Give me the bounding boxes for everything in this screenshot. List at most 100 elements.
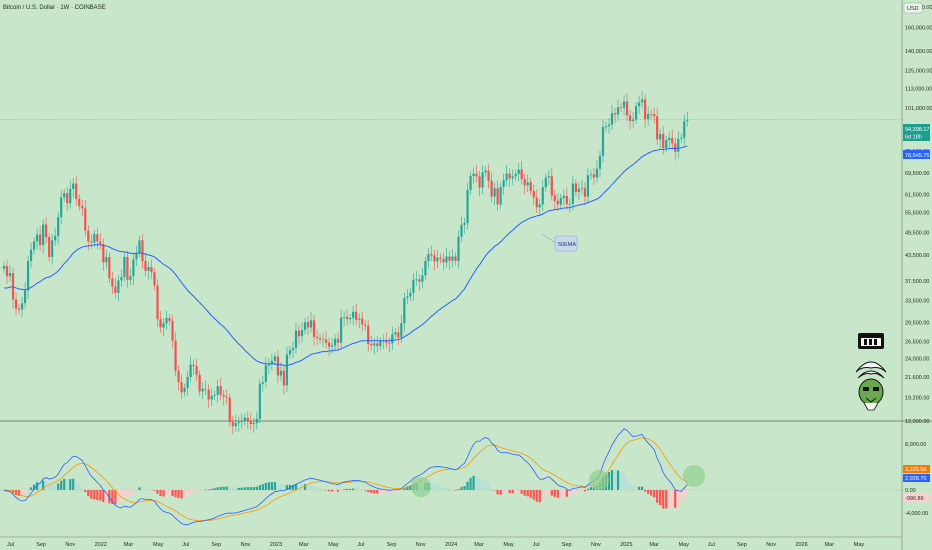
candle: [409, 288, 412, 301]
macd-histogram-bar: [174, 490, 177, 498]
candle: [589, 170, 593, 180]
candle-body: [321, 339, 325, 341]
candle: [57, 211, 60, 245]
macd-histogram-bar: [337, 490, 340, 492]
time-tick-label: 2025: [620, 542, 632, 548]
macd-histogram-bar: [520, 490, 523, 494]
candle: [379, 337, 382, 351]
candle-body: [102, 244, 105, 263]
candle-body: [641, 99, 644, 103]
macd-histogram-bar: [309, 485, 313, 490]
macd-histogram-bar: [132, 490, 135, 493]
candle: [349, 313, 352, 324]
macd-histogram-bar: [478, 478, 481, 490]
macd-histogram-bar: [63, 478, 66, 490]
macd-histogram-bar: [391, 490, 394, 492]
candle-body: [589, 174, 593, 176]
macd-histogram-bar: [29, 487, 33, 490]
candle: [273, 352, 276, 366]
currency-label: USD: [907, 6, 919, 12]
macd-histogram-bar: [54, 485, 57, 490]
price-tick-label: 26,500.00: [905, 339, 929, 345]
candle-body: [613, 113, 617, 115]
candle-body: [210, 395, 213, 400]
macd-histogram-bar: [568, 490, 571, 497]
macd-histogram-bar: [45, 481, 48, 490]
macd-histogram-bar: [129, 490, 132, 496]
ema-annotation[interactable]: 50EMA: [541, 233, 578, 252]
macd-histogram-bar: [379, 490, 382, 494]
macd-histogram-bar: [153, 490, 156, 491]
candle-body: [625, 101, 629, 116]
candle: [243, 413, 246, 426]
candle-body: [427, 254, 430, 262]
time-tick-label: May: [679, 542, 690, 548]
candle: [23, 282, 27, 309]
macd-histogram-bar: [586, 488, 590, 490]
candle: [171, 314, 174, 349]
macd-histogram-bar: [192, 490, 195, 493]
candle-body: [520, 169, 523, 180]
time-tick-label: Mar: [825, 542, 835, 548]
macd-histogram-bar: [625, 477, 629, 490]
candle-body: [291, 348, 295, 351]
candle: [324, 331, 328, 349]
candle: [294, 322, 298, 354]
macd-histogram-bar: [451, 489, 454, 491]
candle-body: [358, 318, 361, 320]
macd-histogram-bar: [683, 490, 686, 498]
macd-histogram-bar: [225, 486, 228, 490]
candle-body: [123, 256, 126, 278]
candle: [619, 102, 623, 113]
candle: [595, 160, 599, 183]
candle: [315, 329, 319, 345]
candle-body: [499, 186, 502, 205]
candle-body: [644, 99, 647, 120]
candle: [138, 235, 141, 258]
candle: [84, 200, 87, 237]
candle: [93, 229, 96, 247]
macd-histogram-bar: [108, 490, 111, 504]
price-tick-label: 113,000.00: [905, 86, 932, 92]
candle: [48, 232, 51, 262]
candle-body: [141, 240, 144, 262]
candle: [604, 121, 608, 132]
macd-cross-highlight-1: [411, 477, 431, 497]
candle-body: [541, 187, 544, 205]
currency-label-box[interactable]: USD: [903, 2, 923, 14]
macd-histogram-bar: [177, 490, 180, 499]
time-tick-label: May: [153, 542, 164, 548]
candle: [580, 179, 584, 195]
chart-title: Bitcoin / U.S. Dollar · 1W · COINBASE: [3, 5, 106, 11]
candle-body: [177, 370, 180, 382]
candle: [517, 163, 520, 182]
candle: [246, 411, 249, 429]
candle: [231, 415, 234, 434]
last-price-countdown: 6d 18h: [905, 135, 922, 141]
macd-histogram-bar: [303, 484, 307, 490]
macd-histogram-bar: [436, 484, 439, 490]
candle: [550, 167, 553, 201]
candle: [586, 167, 590, 204]
candle-body: [436, 257, 439, 262]
macd-histogram-bar: [72, 478, 75, 490]
candle: [99, 233, 102, 250]
candle-body: [409, 292, 412, 297]
macd-histogram-bar: [327, 490, 331, 492]
candle: [258, 379, 261, 424]
candle: [490, 172, 493, 202]
macd-histogram-bar: [547, 490, 550, 495]
macd-histogram-bar: [183, 490, 186, 498]
candle: [638, 95, 641, 114]
time-axis[interactable]: Jul Sep Nov 2022 Mar May Jul Sep Nov 2023 Mar May Ju…: [7, 542, 864, 548]
macd-histogram-bar: [267, 482, 270, 490]
candle-body: [388, 342, 391, 344]
macd-tick-label: 8,000.00: [905, 442, 926, 448]
candle-body: [234, 423, 237, 427]
candle: [108, 252, 111, 283]
candle: [321, 333, 325, 348]
candle: [397, 326, 400, 346]
macd-histogram-bar: [430, 482, 433, 490]
candle: [210, 388, 213, 407]
